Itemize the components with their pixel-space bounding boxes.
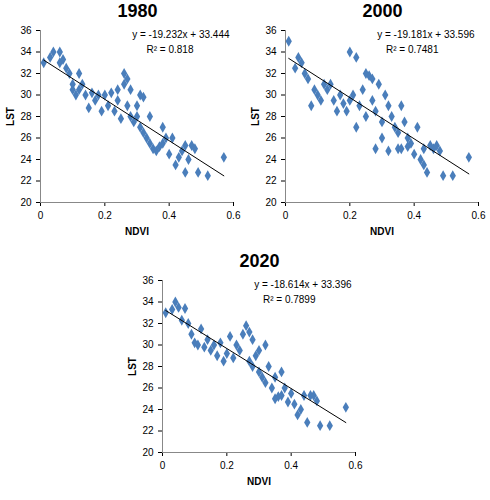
svg-text:0: 0	[38, 210, 44, 221]
svg-text:NDVI: NDVI	[370, 226, 394, 237]
svg-text:NDVI: NDVI	[247, 476, 271, 487]
svg-text:NDVI: NDVI	[125, 226, 149, 237]
svg-text:26: 26	[265, 132, 277, 143]
svg-text:0.6: 0.6	[472, 210, 486, 221]
svg-text:LST: LST	[5, 107, 16, 126]
svg-text:20: 20	[20, 197, 32, 208]
svg-text:28: 28	[20, 111, 32, 122]
svg-text:20: 20	[142, 447, 154, 458]
svg-text:20: 20	[265, 197, 277, 208]
svg-text:22: 22	[20, 175, 32, 186]
svg-text:34: 34	[20, 46, 32, 57]
svg-text:30: 30	[142, 339, 154, 350]
html-text:2000: 2000	[362, 1, 403, 21]
svg-text:24: 24	[265, 154, 277, 165]
svg-text:32: 32	[20, 68, 32, 79]
svg-text:34: 34	[142, 296, 154, 307]
svg-text:30: 30	[265, 89, 277, 100]
svg-text:22: 22	[142, 425, 154, 436]
svg-text:0.4: 0.4	[162, 210, 176, 221]
svg-text:0.6: 0.6	[227, 210, 241, 221]
svg-text:y = -19.181x + 33.596: y = -19.181x + 33.596	[377, 29, 475, 40]
svg-text:y = -18.614x + 33.396: y = -18.614x + 33.396	[254, 279, 352, 290]
svg-text:28: 28	[142, 361, 154, 372]
html-text:1980: 1980	[117, 1, 158, 21]
svg-text:0.2: 0.2	[98, 210, 112, 221]
svg-text:0: 0	[283, 210, 289, 221]
svg-text:0: 0	[160, 460, 166, 471]
svg-text:28: 28	[265, 111, 277, 122]
svg-text:0.2: 0.2	[343, 210, 357, 221]
svg-text:0.4: 0.4	[407, 210, 421, 221]
svg-text:LST: LST	[127, 357, 138, 376]
svg-text:y = -19.232x + 33.444: y = -19.232x + 33.444	[132, 29, 230, 40]
svg-text:26: 26	[20, 132, 32, 143]
svg-text:36: 36	[142, 275, 154, 286]
svg-text:36: 36	[265, 25, 277, 36]
svg-text:R² = 0.7481: R² = 0.7481	[386, 44, 439, 55]
svg-text:LST: LST	[250, 107, 261, 126]
svg-text:R² = 0.818: R² = 0.818	[147, 44, 194, 55]
svg-text:24: 24	[20, 154, 32, 165]
svg-text:32: 32	[265, 68, 277, 79]
svg-text:36: 36	[20, 25, 32, 36]
svg-text:R² = 0.7899: R² = 0.7899	[263, 294, 316, 305]
svg-text:26: 26	[142, 382, 154, 393]
svg-text:0.4: 0.4	[284, 460, 298, 471]
svg-text:22: 22	[265, 175, 277, 186]
svg-text:30: 30	[20, 89, 32, 100]
svg-text:0.2: 0.2	[220, 460, 234, 471]
svg-text:24: 24	[142, 404, 154, 415]
svg-text:32: 32	[142, 318, 154, 329]
html-text:2020: 2020	[239, 251, 280, 271]
svg-text:0.6: 0.6	[349, 460, 363, 471]
svg-text:34: 34	[265, 46, 277, 57]
